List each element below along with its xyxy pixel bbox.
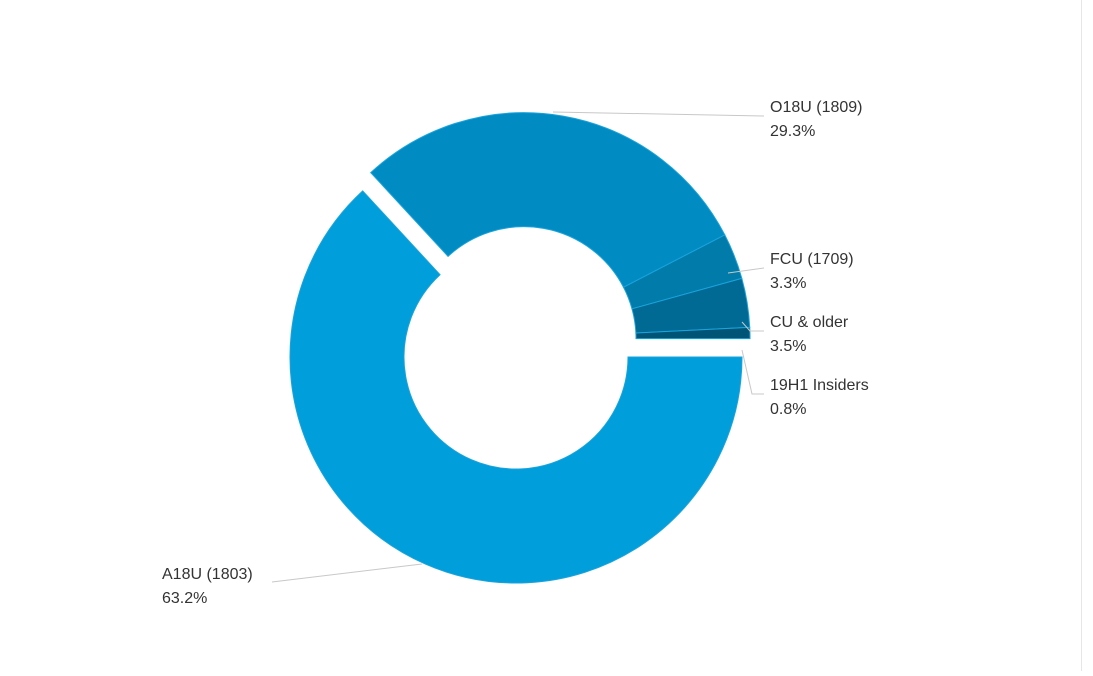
- leader-line-cu-older: [741, 321, 764, 332]
- slice-percent-fcu-1709: 3.3%: [770, 275, 806, 292]
- panel-divider: [1081, 0, 1082, 671]
- slice-percent-o18u-1809: 29.3%: [770, 123, 815, 140]
- slice-o18u-1809[interactable]: [370, 112, 726, 288]
- slices: [289, 112, 751, 584]
- leader-line-19h1-insiders: [741, 349, 764, 395]
- leader-line-a18u-1803: [271, 563, 423, 583]
- slice-percent-a18u-1803: 63.2%: [162, 590, 207, 607]
- slice-label-cu-older: CU & older: [770, 314, 849, 331]
- leader-lines: [271, 111, 765, 583]
- slice-label-a18u-1803: A18U (1803): [162, 566, 253, 583]
- leader-line-o18u-1809: [552, 111, 765, 117]
- slice-label-o18u-1809: O18U (1809): [770, 99, 863, 116]
- leader-line-fcu-1709: [727, 267, 765, 274]
- slice-percent-cu-older: 3.5%: [770, 338, 806, 355]
- slice-label-19h1-insiders: 19H1 Insiders: [770, 377, 869, 394]
- slice-percent-19h1-insiders: 0.8%: [770, 401, 806, 418]
- slice-a18u-1803[interactable]: [289, 190, 743, 584]
- labels: A18U (1803) 63.2% O18U (1809) 29.3% FCU (170…: [162, 99, 869, 607]
- slice-label-fcu-1709: FCU (1709): [770, 251, 854, 268]
